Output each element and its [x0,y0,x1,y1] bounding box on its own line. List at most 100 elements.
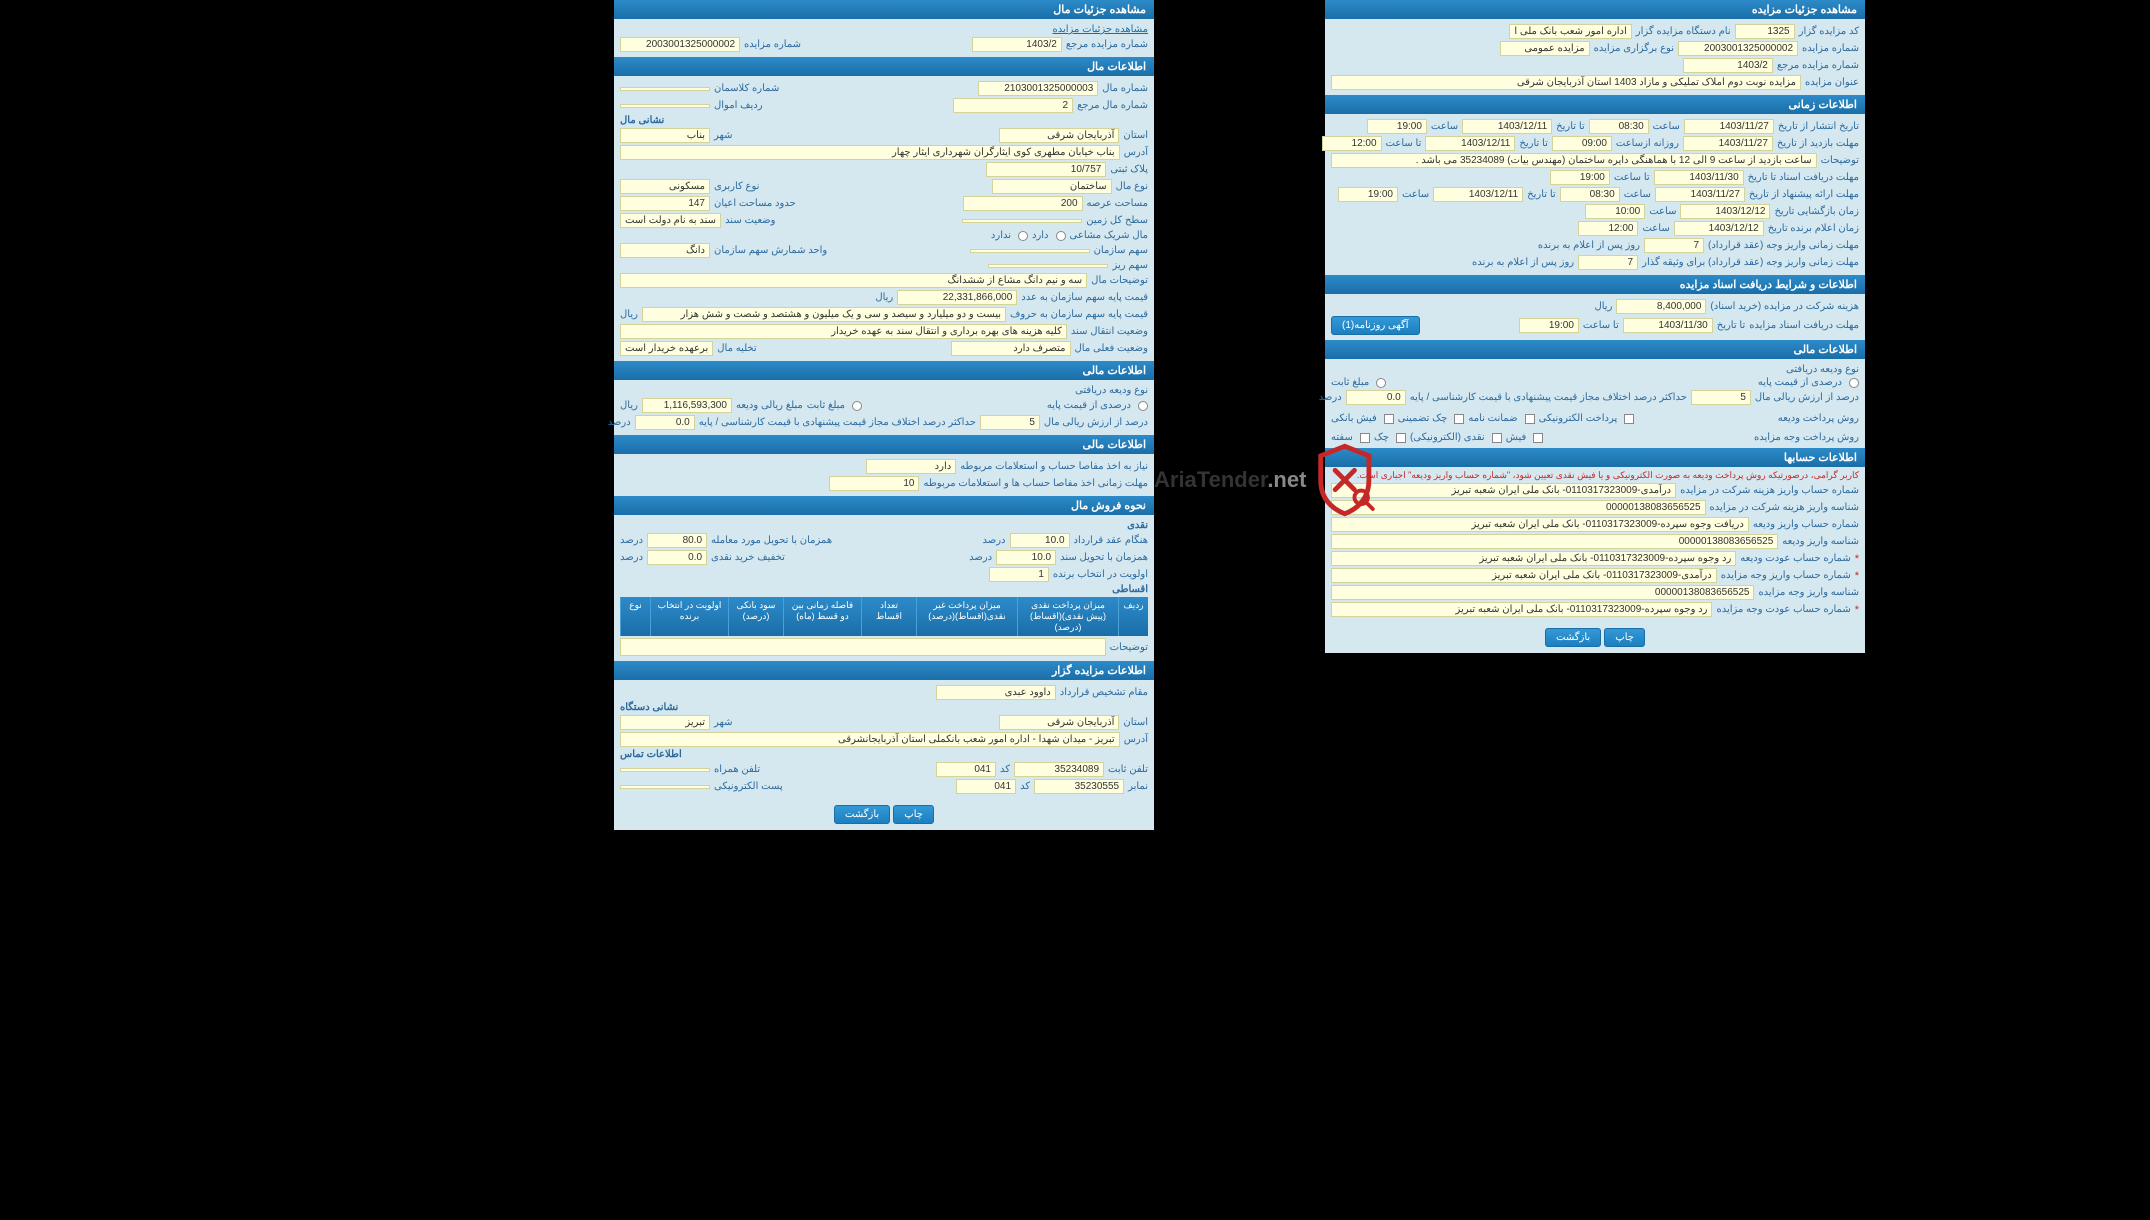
newspaper-button[interactable]: آگهی روزنامه(1) [1331,316,1420,335]
radio-icon[interactable] [1056,231,1066,241]
lbl: توضیحات مال [1091,275,1148,286]
lbl: شماره مزایده [744,39,801,50]
pct-value: 10.0 [996,550,1056,565]
lbl: درصد از ارزش ریالی مال [1755,392,1859,403]
lbl: شماره حساب عودت ودیعه [1740,553,1850,564]
lbl: چک تضمینی [1398,413,1448,424]
lbl: شناسه واریز ودیعه [1782,536,1859,547]
lbl: شماره حساب واریز هزینه شرکت در مزایده [1680,485,1859,496]
print-button[interactable]: چاپ [893,805,934,824]
section-title: مشاهده جزئیات مزایده [1325,0,1865,19]
lbl: نوع کاربری [714,181,759,192]
lbl: شماره حساب واریز وجه مزایده [1721,570,1851,581]
ref-value: 1403/2 [972,37,1062,52]
checkbox-icon[interactable] [1624,414,1634,424]
date-value: 1403/12/11 [1433,187,1523,202]
date-value: 1403/12/11 [1425,136,1515,151]
transfer-value: کلیه هزینه های بهره برداری و انتقال سند … [620,324,1067,339]
account-value: درآمدی-0110317323009- بانک ملی ایران شعب… [1331,568,1717,583]
account-value: رد وجوه سپرده-0110317323009- بانک ملی ای… [1331,602,1712,617]
desc-value: سه و نیم دانگ مشاع از ششدانگ [620,273,1087,288]
lbl: حداکثر درصد اختلاف مجاز قیمت پیشنهادی با… [1410,392,1687,403]
lbl: شناسه واریز هزینه شرکت در مزایده [1710,502,1859,513]
time-value: 19:00 [1550,170,1610,185]
org-label: نام دستگاه مزایده گزار [1636,26,1731,37]
checkbox-icon[interactable] [1384,414,1394,424]
radio-icon[interactable] [1849,378,1859,388]
pct-value: 0.0 [635,415,695,430]
radio-icon[interactable] [852,401,862,411]
checkbox-icon[interactable] [1396,433,1406,443]
checkbox-icon[interactable] [1454,414,1464,424]
lbl: حداکثر درصد اختلاف مجاز قیمت پیشنهادی با… [699,417,976,428]
lbl: پلاک ثبتی [1110,164,1148,175]
area-value: 200 [963,196,1083,211]
section-title: مشاهده جزئیات مال [614,0,1154,19]
row-value [620,104,710,108]
lbl: شناسه واریز وجه مزایده [1758,587,1859,598]
checkbox-icon[interactable] [1525,414,1535,424]
property-num-value: 2103001325000003 [978,81,1098,96]
print-button[interactable]: چاپ [1604,628,1645,647]
days-value: 7 [1644,238,1704,253]
th: تعداد اقساط [861,597,916,636]
required-star: * [1855,604,1859,616]
lbl: مقام تشخیص قرارداد [1060,687,1148,698]
time-value: 10:00 [1585,204,1645,219]
lbl: تخلیه مال [717,343,756,354]
back-button[interactable]: بازگشت [834,805,890,824]
lbl: اولویت در انتخاب برنده [1053,569,1148,580]
lbl: استان [1123,717,1148,728]
lbl: مهلت دریافت اسناد مزایده [1749,320,1859,331]
code-label: کد مزایده گزار [1799,26,1859,37]
code-value: 041 [936,762,996,777]
subtitle: اطلاعات تماس [620,749,682,760]
lbl: وضعیت سند [725,215,775,226]
lbl: اقساطی [1112,584,1148,595]
section-title: اطلاعات مالی [614,435,1154,454]
lbl: درصد [969,552,992,563]
lbl: همزمان با تحویل سند [1060,552,1148,563]
num-value: 2003001325000002 [620,37,740,52]
status-value: سند به نام دولت است [620,213,721,228]
back-button[interactable]: بازگشت [1545,628,1601,647]
view-auction-link[interactable]: مشاهده جزئیات مزایده [1052,24,1148,35]
lbl: تا تاریخ [1527,189,1556,200]
th: میزان پرداخت غیر نقدی(اقساط)(درصد) [916,597,1017,636]
lbl: مهلت بازدید از تاریخ [1777,138,1859,149]
current-value: متصرف دارد [951,341,1071,356]
lbl: کد [1020,781,1030,792]
lbl: ندارد [991,230,1011,241]
lbl: سطح کل زمین [1086,215,1148,226]
radio-icon[interactable] [1376,378,1386,388]
lbl: ریال [620,400,638,411]
lbl: تا ساعت [1386,138,1422,149]
num-value: 2003001325000002 [1678,41,1798,56]
time-value: 09:00 [1552,136,1612,151]
radio-icon[interactable] [1138,401,1148,411]
city-value: بناب [620,128,710,143]
lbl: نقدی [1127,520,1148,531]
th: میزان پرداخت نقدی (پیش نقدی)(اقساط)(درصد… [1017,597,1118,636]
lbl: درصدی از قیمت پایه [1758,377,1842,388]
checkbox-icon[interactable] [1533,433,1543,443]
lbl: قیمت پایه سهم سازمان به عدد [1021,292,1148,303]
lbl: سهم سازمان [1094,245,1148,256]
addr-value: بناب خیابان مطهری کوی ایثارگران شهرداری … [620,145,1120,160]
th: ردیف [1118,597,1148,636]
time-value: 12:00 [1322,136,1382,151]
lbl: ریال [875,292,893,303]
radio-icon[interactable] [1018,231,1028,241]
checkbox-icon[interactable] [1492,433,1502,443]
plate-value: 10/757 [986,162,1106,177]
lbl: درصد [620,552,643,563]
lbl: درصد [620,535,643,546]
lbl: درصد از ارزش ریالی مال [1044,417,1148,428]
lbl: توضیحات [1110,642,1148,653]
pct-value: 0.0 [1346,390,1406,405]
lbl: روز پس از اعلام به برنده [1472,257,1574,268]
lbl: ساعت [1649,206,1676,217]
phone-value: 35234089 [1014,762,1104,777]
ref-label: شماره مزایده مرجع [1777,60,1859,71]
lbl: مبلغ ثابت [1331,377,1369,388]
